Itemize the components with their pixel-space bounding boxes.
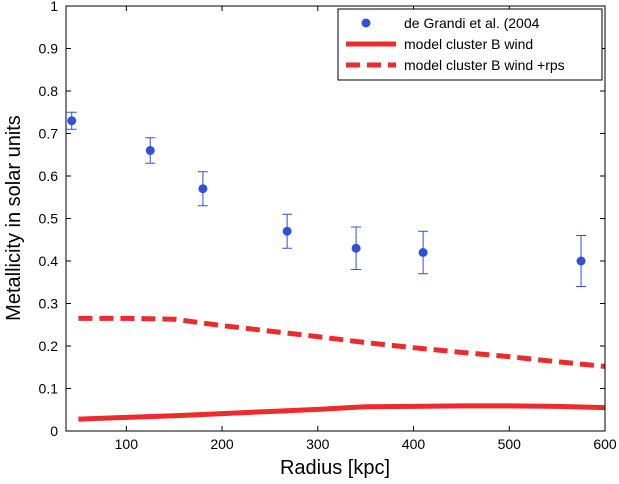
data-point [67,116,77,126]
y-tick-label: 1 [50,0,58,14]
y-tick-label: 0.2 [39,338,59,354]
x-tick-label: 100 [115,436,139,452]
x-tick-label: 200 [210,436,234,452]
x-tick-label: 600 [593,436,617,452]
x-axis-label: Radius [kpc] [280,457,390,479]
data-point [282,226,292,236]
data-point [145,146,155,155]
y-tick-label: 0.9 [39,41,59,57]
x-tick-label: 400 [402,436,426,452]
y-tick-label: 0.6 [39,168,59,184]
data-point [198,184,208,194]
data-point [351,243,361,253]
legend-marker [361,18,371,28]
y-tick-label: 0.8 [39,83,59,99]
y-tick-label: 0.3 [39,296,59,312]
y-tick-label: 0.1 [39,381,59,397]
data-point [418,248,428,257]
y-tick-label: 0.5 [39,211,59,227]
y-axis-label: Metallicity in solar units [3,115,25,321]
series-observations [66,111,587,287]
legend-label: de Grandi et al. (2004 [404,15,540,31]
legend-label: model cluster B wind +rps [404,57,565,73]
y-tick-label: 0.7 [39,126,59,142]
data-point [576,256,586,266]
y-tick-label: 0.4 [39,253,59,269]
series-layer [66,111,605,422]
y-axis: 0 0.1 0.2 0.3 0.4 0.5 0.6 0.7 0.8 0.9 1 [39,0,605,439]
x-tick-label: 300 [306,436,330,452]
y-tick-label: 0 [50,423,58,439]
series-model-wind-line [78,403,605,422]
x-tick-label: 500 [498,436,522,452]
x-axis: 100 200 300 400 500 600 [115,6,617,452]
series-model-wind-rps-line [78,315,605,369]
legend-label: model cluster B wind [404,36,533,52]
legend: de Grandi et al. (2004 model cluster B wi… [337,8,603,81]
